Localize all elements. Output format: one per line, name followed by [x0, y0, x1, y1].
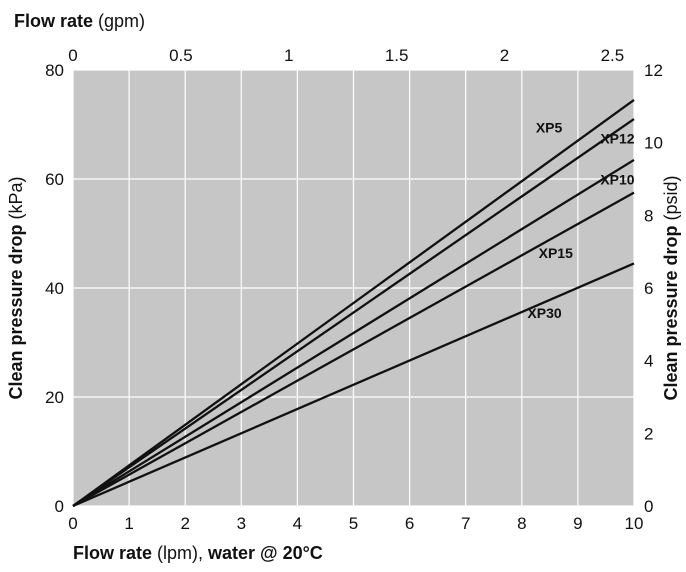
y-right-tick-label: 12	[644, 61, 663, 80]
y-right-tick-label: 8	[644, 206, 653, 225]
series-line-xp15	[72, 191, 635, 508]
y-right-tick-label: 2	[644, 424, 653, 443]
series-line-xp12	[72, 118, 635, 507]
y-right-tick-label: 6	[644, 279, 653, 298]
x-bottom-tick-label: 2	[180, 514, 189, 533]
x-top-axis-title: Flow rate (gpm)	[14, 11, 145, 31]
y-right-tick-label: 4	[644, 352, 653, 371]
series-line-xp30	[72, 262, 635, 508]
x-bottom-tick-label: 4	[293, 514, 302, 533]
x-top-tick-label: 0	[68, 46, 77, 65]
y-left-tick-label: 20	[45, 388, 64, 407]
x-bottom-tick-label: 8	[517, 514, 526, 533]
series-labels: XP5 XP12 XP10 XP15 XP30	[527, 120, 634, 321]
series-line-xp5	[72, 99, 635, 507]
y-left-tick-label: 80	[45, 61, 64, 80]
x-top-tick-label: 0.5	[169, 46, 193, 65]
x-bottom-tick-label: 10	[625, 514, 644, 533]
tick-labels: 0 1 2 3 4 5 6 7 8 9 100 0.5 1 1.5 2 2.50204060800246810…	[45, 46, 663, 533]
x-top-tick-label: 1.5	[385, 46, 409, 65]
x-top-tick-label: 1	[284, 46, 293, 65]
x-bottom-tick-label: 9	[573, 514, 582, 533]
y-left-axis-title: Clean pressure drop (kPa)	[6, 176, 26, 399]
series-lines	[72, 99, 635, 508]
series-line-xp10	[72, 158, 635, 507]
x-bottom-tick-label: 6	[405, 514, 414, 533]
y-left-tick-label: 60	[45, 170, 64, 189]
y-right-axis-title: Clean pressure drop (psid)	[661, 175, 681, 400]
y-right-tick-label: 10	[644, 134, 663, 153]
series-label-xp12: XP12	[600, 131, 634, 147]
y-right-tick-label: 0	[644, 497, 653, 516]
x-bottom-axis-title: Flow rate (lpm), water @ 20°C	[73, 543, 323, 563]
x-bottom-tick-label: 1	[124, 514, 133, 533]
series-label-xp5: XP5	[536, 120, 563, 136]
y-left-tick-label: 0	[55, 497, 64, 516]
series-label-xp15: XP15	[539, 245, 573, 261]
y-left-tick-label: 40	[45, 279, 64, 298]
x-bottom-tick-label: 0	[68, 514, 77, 533]
x-top-tick-label: 2.5	[601, 46, 625, 65]
series-label-xp30: XP30	[527, 305, 561, 321]
x-bottom-tick-label: 5	[349, 514, 358, 533]
series-label-xp10: XP10	[600, 171, 634, 187]
x-top-tick-label: 2	[500, 46, 509, 65]
x-bottom-tick-label: 3	[237, 514, 246, 533]
x-bottom-tick-label: 7	[461, 514, 470, 533]
